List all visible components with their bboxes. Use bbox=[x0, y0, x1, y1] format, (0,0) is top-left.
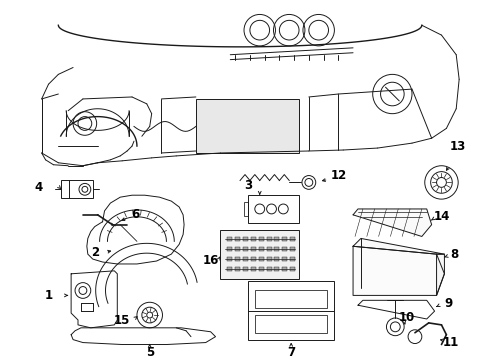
Text: 15: 15 bbox=[114, 314, 130, 328]
Bar bbox=[243, 267, 248, 271]
Text: 12: 12 bbox=[330, 169, 346, 182]
Bar bbox=[282, 247, 287, 251]
Bar bbox=[251, 238, 256, 241]
Text: 1: 1 bbox=[45, 289, 52, 302]
Bar bbox=[290, 257, 295, 261]
Text: 5: 5 bbox=[146, 346, 154, 359]
Text: 14: 14 bbox=[433, 210, 450, 223]
Bar bbox=[282, 267, 287, 271]
Polygon shape bbox=[353, 238, 444, 254]
Text: 9: 9 bbox=[444, 297, 452, 310]
Bar bbox=[243, 247, 248, 251]
Bar bbox=[251, 247, 256, 251]
Text: 2: 2 bbox=[92, 246, 100, 259]
Bar bbox=[274, 257, 279, 261]
Bar bbox=[274, 247, 279, 251]
Bar bbox=[227, 247, 232, 251]
Bar bbox=[227, 238, 232, 241]
Bar bbox=[255, 315, 326, 333]
Bar bbox=[196, 99, 299, 153]
Bar bbox=[243, 257, 248, 261]
Text: 6: 6 bbox=[131, 208, 139, 221]
Bar bbox=[235, 267, 240, 271]
Polygon shape bbox=[353, 209, 432, 237]
Bar bbox=[244, 202, 248, 216]
Bar bbox=[61, 180, 93, 198]
Bar bbox=[290, 267, 295, 271]
Bar bbox=[267, 238, 271, 241]
Text: 8: 8 bbox=[450, 248, 458, 261]
Text: 10: 10 bbox=[399, 311, 415, 324]
Bar bbox=[251, 267, 256, 271]
Bar bbox=[259, 267, 264, 271]
Bar bbox=[251, 257, 256, 261]
Bar bbox=[274, 238, 279, 241]
Bar bbox=[220, 230, 299, 279]
Bar bbox=[227, 267, 232, 271]
Polygon shape bbox=[437, 254, 444, 296]
Text: 11: 11 bbox=[443, 336, 460, 349]
Bar bbox=[243, 238, 248, 241]
Text: 3: 3 bbox=[244, 179, 252, 192]
Text: 16: 16 bbox=[202, 253, 219, 266]
Polygon shape bbox=[353, 246, 444, 296]
Bar bbox=[248, 195, 299, 223]
Bar bbox=[259, 257, 264, 261]
Bar bbox=[267, 247, 271, 251]
Bar bbox=[267, 257, 271, 261]
Bar bbox=[227, 257, 232, 261]
Bar bbox=[255, 291, 326, 308]
Bar bbox=[235, 247, 240, 251]
Bar bbox=[248, 281, 334, 339]
Bar bbox=[282, 257, 287, 261]
Bar bbox=[259, 247, 264, 251]
Bar bbox=[235, 238, 240, 241]
Bar bbox=[267, 267, 271, 271]
Bar bbox=[274, 267, 279, 271]
Bar bbox=[259, 238, 264, 241]
Bar bbox=[290, 247, 295, 251]
Bar bbox=[235, 257, 240, 261]
Bar bbox=[290, 238, 295, 241]
Text: 7: 7 bbox=[287, 346, 295, 359]
Bar bbox=[282, 238, 287, 241]
Text: 13: 13 bbox=[450, 140, 466, 153]
Text: 4: 4 bbox=[35, 181, 43, 194]
